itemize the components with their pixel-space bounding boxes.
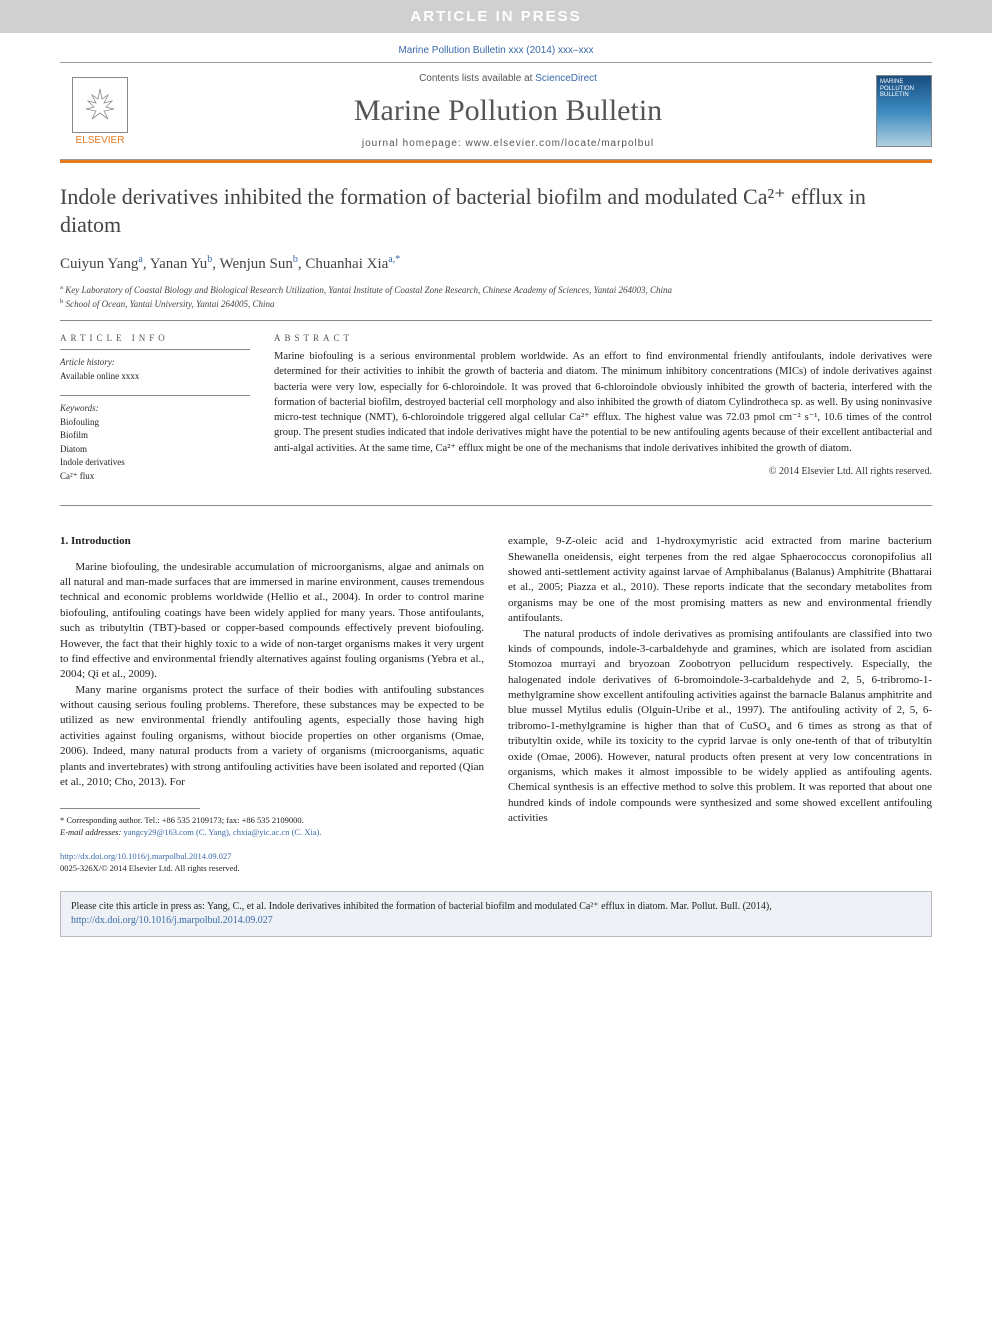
footnote-separator <box>60 808 200 809</box>
footnotes: * Corresponding author. Tel.: +86 535 21… <box>60 815 484 839</box>
email-addresses-line: E-mail addresses: yangcy29@163.com (C. Y… <box>60 827 484 839</box>
abstract-text: Marine biofouling is a serious environme… <box>274 349 932 456</box>
journal-header-center: Contents lists available at ScienceDirec… <box>140 73 876 149</box>
keyword-4: Ca²⁺ flux <box>60 470 250 484</box>
info-abstract-row: ARTICLE INFO Article history: Available … <box>60 333 932 495</box>
citation-footer: Please cite this article in press as: Ya… <box>60 891 932 937</box>
doi-block: http://dx.doi.org/10.1016/j.marpolbul.20… <box>60 851 484 875</box>
abstract-heading: ABSTRACT <box>274 333 932 343</box>
author-0: Cuiyun Yanga <box>60 256 143 272</box>
affiliation-a: a Key Laboratory of Coastal Biology and … <box>60 283 932 297</box>
keyword-2: Diatom <box>60 443 250 457</box>
divider <box>60 320 932 321</box>
journal-cover-thumbnail: MARINE POLLUTION BULLETIN <box>876 75 932 147</box>
history-text: Available online xxxx <box>60 370 250 384</box>
author-3: Chuanhai Xiaa,* <box>305 256 400 272</box>
divider <box>60 505 932 506</box>
journal-reference-line: Marine Pollution Bulletin xxx (2014) xxx… <box>0 33 992 62</box>
intro-para-1: Marine biofouling, the undesirable accum… <box>60 560 484 683</box>
affiliations: a Key Laboratory of Coastal Biology and … <box>60 283 932 310</box>
intro-para-4: The natural products of indole derivativ… <box>508 627 932 827</box>
abstract-copyright: © 2014 Elsevier Ltd. All rights reserved… <box>274 466 932 477</box>
intro-para-2: Many marine organisms protect the surfac… <box>60 683 484 791</box>
section-1-heading: 1. Introduction <box>60 534 484 549</box>
keywords-label: Keywords: <box>60 402 250 416</box>
affiliation-b: b School of Ocean, Yantai University, Ya… <box>60 297 932 311</box>
history-label: Article history: <box>60 356 250 370</box>
journal-cover-text: MARINE POLLUTION BULLETIN <box>880 79 928 99</box>
citation-doi-link[interactable]: http://dx.doi.org/10.1016/j.marpolbul.20… <box>71 915 273 926</box>
emails-label: E-mail addresses: <box>60 827 123 837</box>
keyword-1: Biofilm <box>60 429 250 443</box>
keywords-block: Keywords: Biofouling Biofilm Diatom Indo… <box>60 395 250 483</box>
contents-available-line: Contents lists available at ScienceDirec… <box>140 73 876 84</box>
journal-header-box: ELSEVIER Contents lists available at Sci… <box>60 62 932 160</box>
keyword-3: Indole derivatives <box>60 456 250 470</box>
keyword-0: Biofouling <box>60 416 250 430</box>
sciencedirect-link[interactable]: ScienceDirect <box>535 73 597 84</box>
journal-title: Marine Pollution Bulletin <box>140 94 876 128</box>
abstract-column: ABSTRACT Marine biofouling is a serious … <box>274 333 932 495</box>
main-two-columns: 1. Introduction Marine biofouling, the u… <box>60 534 932 875</box>
right-column: example, 9-Z-oleic acid and 1-hydroxymyr… <box>508 534 932 875</box>
authors-line: Cuiyun Yanga, Yanan Yub, Wenjun Sunb, Ch… <box>60 254 932 273</box>
article-in-press-banner: ARTICLE IN PRESS <box>0 0 992 33</box>
contents-prefix: Contents lists available at <box>419 73 535 84</box>
left-column: 1. Introduction Marine biofouling, the u… <box>60 534 484 875</box>
publisher-name: ELSEVIER <box>76 135 125 146</box>
doi-link[interactable]: http://dx.doi.org/10.1016/j.marpolbul.20… <box>60 851 232 861</box>
article-history-block: Article history: Available online xxxx <box>60 349 250 383</box>
intro-para-3: example, 9-Z-oleic acid and 1-hydroxymyr… <box>508 534 932 626</box>
corresponding-author-note: * Corresponding author. Tel.: +86 535 21… <box>60 815 484 827</box>
author-1: Yanan Yub <box>150 256 213 272</box>
article-info-heading: ARTICLE INFO <box>60 333 250 343</box>
article-info-column: ARTICLE INFO Article history: Available … <box>60 333 250 495</box>
elsevier-tree-icon <box>72 77 128 133</box>
author-2: Wenjun Sunb <box>220 256 298 272</box>
author-emails[interactable]: yangcy29@163.com (C. Yang), chxia@yic.ac… <box>123 827 321 837</box>
orange-divider <box>60 160 932 163</box>
citation-text: Please cite this article in press as: Ya… <box>71 901 772 912</box>
issn-copyright-line: 0025-326X/© 2014 Elsevier Ltd. All right… <box>60 863 240 873</box>
article-title: Indole derivatives inhibited the formati… <box>60 183 932 238</box>
journal-homepage-line: journal homepage: www.elsevier.com/locat… <box>140 138 876 149</box>
publisher-logo: ELSEVIER <box>60 77 140 146</box>
